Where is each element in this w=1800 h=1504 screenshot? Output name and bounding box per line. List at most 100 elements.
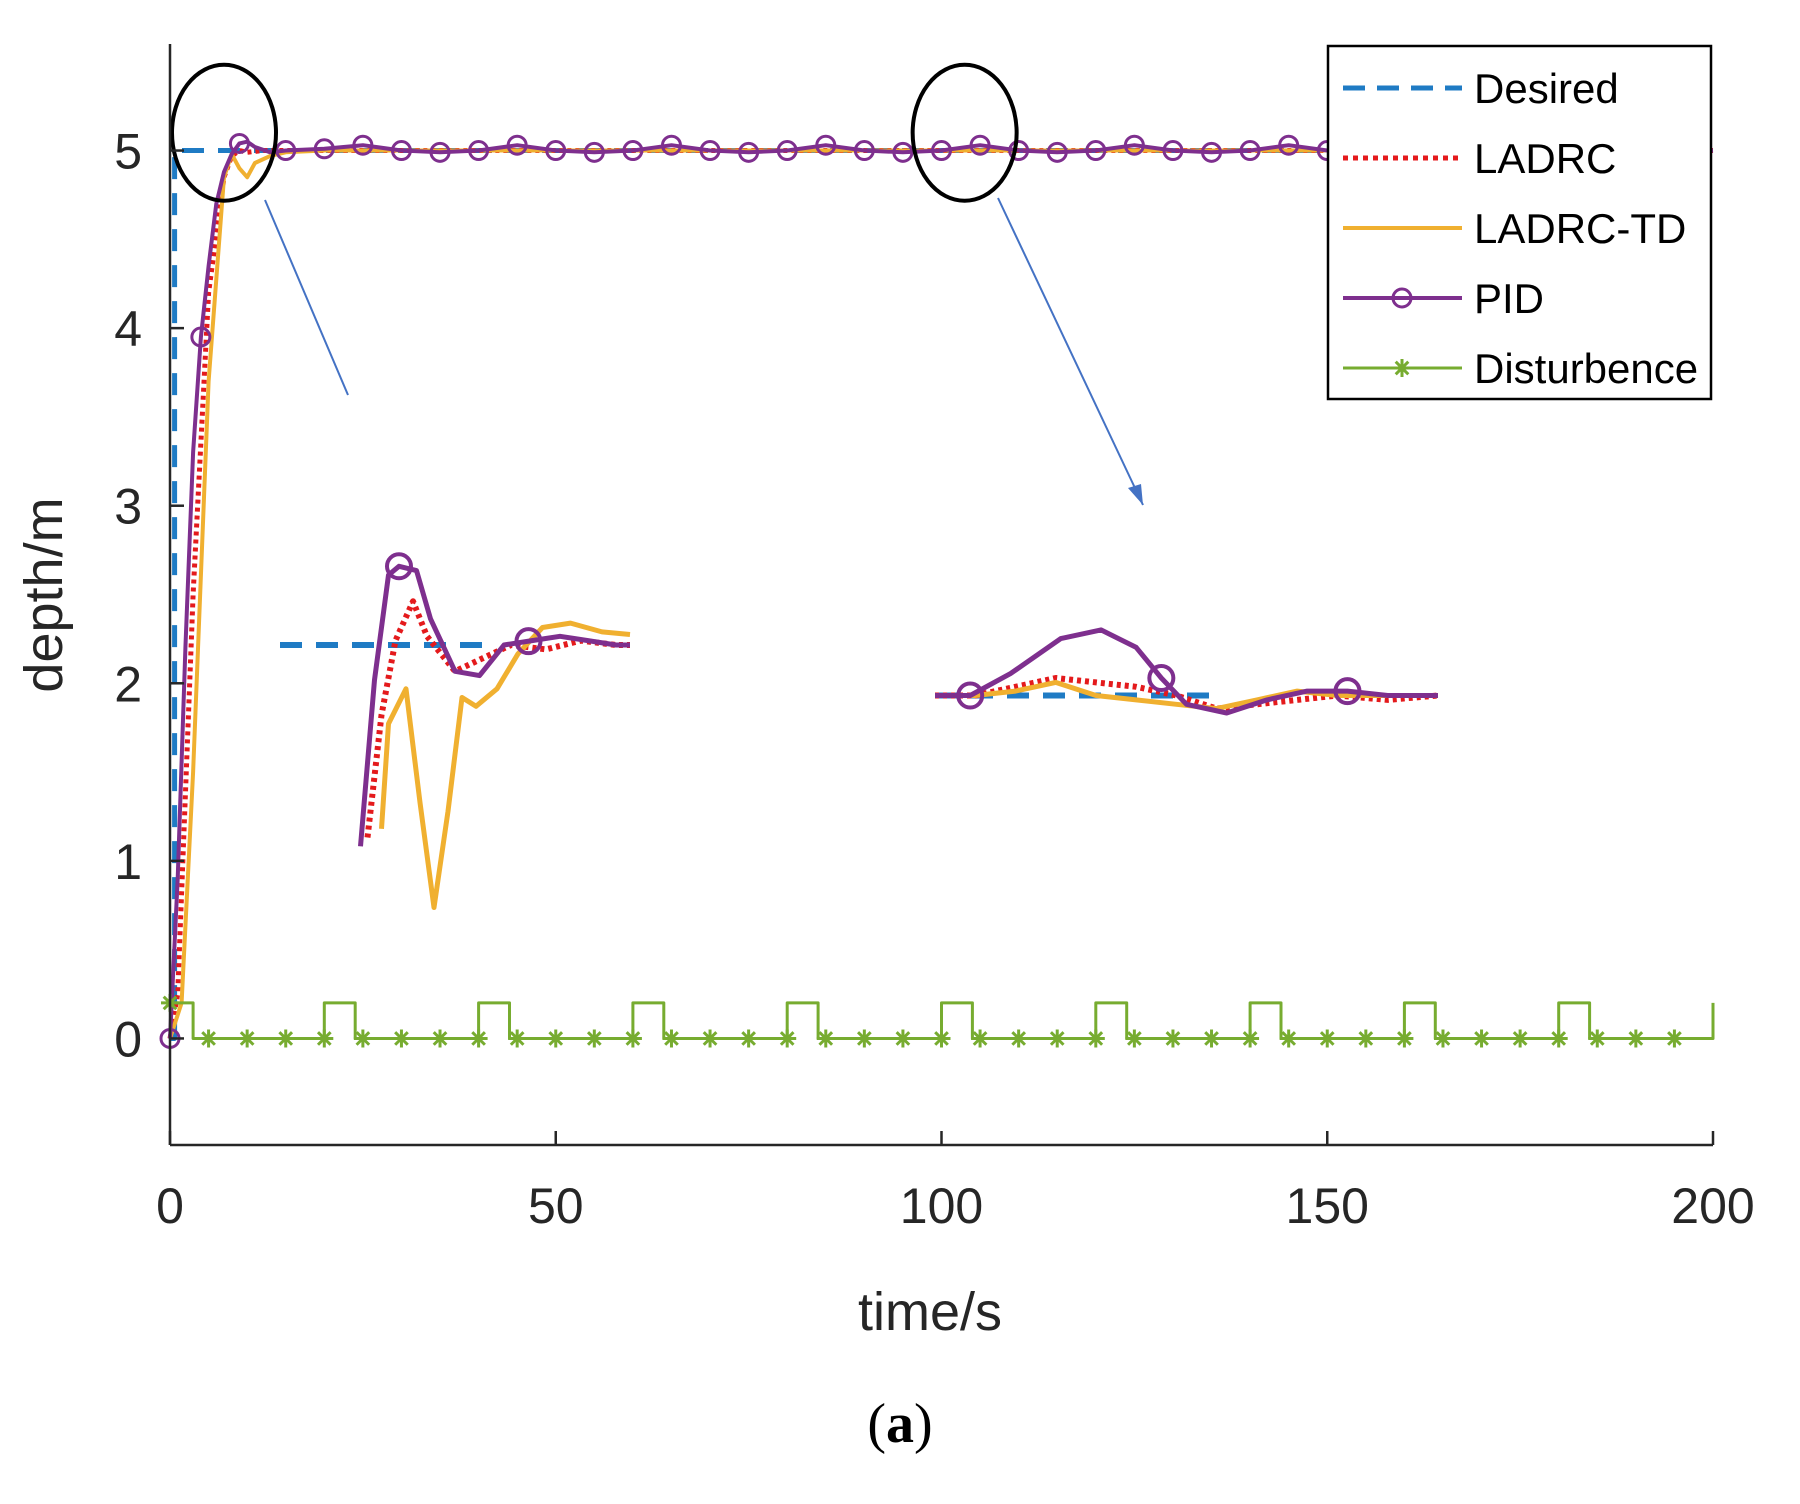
y-tick-label: 5 <box>114 124 142 180</box>
disturbence-marker <box>816 1029 835 1048</box>
legend-label-ladrc-td: LADRC-TD <box>1474 205 1686 252</box>
disturbence-marker <box>1511 1029 1530 1048</box>
pid-marker <box>583 141 605 163</box>
disturbence-marker <box>546 1029 565 1048</box>
caption-open-paren: ( <box>867 1393 886 1455</box>
y-tick-label: 4 <box>114 301 142 357</box>
disturbence-marker <box>1588 1029 1607 1048</box>
x-tick-label: 0 <box>156 1178 184 1234</box>
pid-marker <box>1239 140 1261 162</box>
disturbence-marker <box>469 1029 488 1048</box>
pid-marker <box>1085 140 1107 162</box>
pid-marker <box>429 141 451 163</box>
disturbence-marker <box>932 1029 951 1048</box>
pid-marker <box>1123 134 1145 156</box>
legend-label-disturbence: Disturbence <box>1474 345 1698 392</box>
disturbence-marker <box>1395 1029 1414 1048</box>
x-tick-label: 100 <box>900 1178 983 1234</box>
pid-marker <box>352 134 374 156</box>
x-ticks: 0 50 100 150 200 <box>156 1131 1755 1234</box>
pid-marker <box>660 134 682 156</box>
legend-disturbence-marker <box>1393 359 1411 377</box>
pid-marker <box>1008 140 1030 162</box>
disturbence-marker <box>353 1029 372 1048</box>
pid-marker <box>275 140 297 162</box>
inset-disturbance-pid-marker <box>956 681 985 710</box>
disturbence-marker <box>1086 1029 1105 1048</box>
caption-close-paren: ) <box>914 1393 933 1455</box>
inset-step-pid-marker <box>385 552 413 581</box>
plot-area <box>159 62 1715 1049</box>
inset-step-ladrc-td <box>379 620 631 910</box>
disturbence-marker <box>392 1029 411 1048</box>
pid-marker <box>931 140 952 162</box>
disturbence-marker <box>739 1029 758 1048</box>
disturbence-marker <box>701 1029 720 1048</box>
disturbence-marker <box>276 1029 295 1048</box>
x-tick-label: 50 <box>528 1178 584 1234</box>
inset-disturbance <box>935 627 1439 716</box>
pid-marker <box>699 140 721 162</box>
inset-disturbance-pid-marker <box>1147 664 1176 692</box>
disturbence-marker <box>1549 1029 1568 1048</box>
pid-marker <box>390 140 412 162</box>
disturbence-marker <box>508 1029 527 1048</box>
disturbence-marker <box>585 1029 604 1048</box>
pid-marker <box>545 140 567 162</box>
disturbence-marker <box>1433 1029 1452 1048</box>
pid-marker <box>738 141 760 163</box>
zoom-ellipse-2 <box>910 62 1019 203</box>
pid-marker <box>313 138 335 160</box>
zoom-arrowhead-2 <box>1128 484 1143 505</box>
legend: Desired LADRC LADRC-TD PID Disturbence <box>1326 44 1713 401</box>
disturbence-marker <box>1009 1029 1028 1048</box>
legend-box <box>1326 44 1713 401</box>
inset-step <box>280 552 631 910</box>
pid-marker <box>1162 140 1184 162</box>
legend-label-pid: PID <box>1474 275 1544 322</box>
inset-disturbance-pid-marker <box>1333 677 1362 706</box>
x-tick-label: 200 <box>1671 1178 1754 1234</box>
legend-label-ladrc: LADRC <box>1474 135 1616 182</box>
y-tick-label: 2 <box>114 656 142 712</box>
inset-step-pid-marker <box>514 627 543 656</box>
zoom-arrow-1 <box>264 199 349 396</box>
pid-marker <box>969 134 991 156</box>
y-axis-label: depth/m <box>14 497 74 692</box>
pid-marker <box>468 140 490 162</box>
disturbence-marker <box>1356 1029 1375 1048</box>
disturbence-marker <box>1318 1029 1337 1048</box>
pid-marker <box>1201 141 1223 163</box>
disturbence-marker <box>623 1029 642 1048</box>
y-tick-label: 0 <box>114 1011 142 1067</box>
disturbence-marker <box>971 1029 990 1048</box>
figure-caption: (a) <box>867 1393 932 1455</box>
disturbence-marker <box>1125 1029 1144 1048</box>
inset-step-ladrc <box>364 598 630 838</box>
disturbence-marker <box>1279 1029 1298 1048</box>
y-tick-label: 1 <box>114 834 142 890</box>
pid-marker <box>853 140 875 162</box>
pid-marker <box>622 140 644 162</box>
disturbence-marker <box>1665 1029 1684 1048</box>
disturbence-marker <box>199 1029 218 1048</box>
y-tick-label: 3 <box>114 479 142 535</box>
pid-marker <box>776 140 798 162</box>
disturbence-marker <box>431 1029 450 1048</box>
pid-marker <box>1046 141 1068 163</box>
pid-marker <box>1278 134 1300 156</box>
disturbence-marker <box>1163 1029 1182 1048</box>
disturbence-marker <box>855 1029 874 1048</box>
pid-marker <box>228 132 250 154</box>
legend-pid-marker <box>1391 287 1413 309</box>
disturbence-marker <box>315 1029 334 1048</box>
y-ticks: 0 1 2 3 4 5 <box>114 124 184 1067</box>
legend-label-desired: Desired <box>1474 65 1619 112</box>
disturbence-marker <box>662 1029 681 1048</box>
pid-marker <box>892 141 914 163</box>
disturbence-marker <box>1241 1029 1260 1048</box>
inset-disturbance-pid <box>935 627 1438 716</box>
disturbence-marker <box>1202 1029 1221 1048</box>
disturbence-marker <box>238 1029 257 1048</box>
